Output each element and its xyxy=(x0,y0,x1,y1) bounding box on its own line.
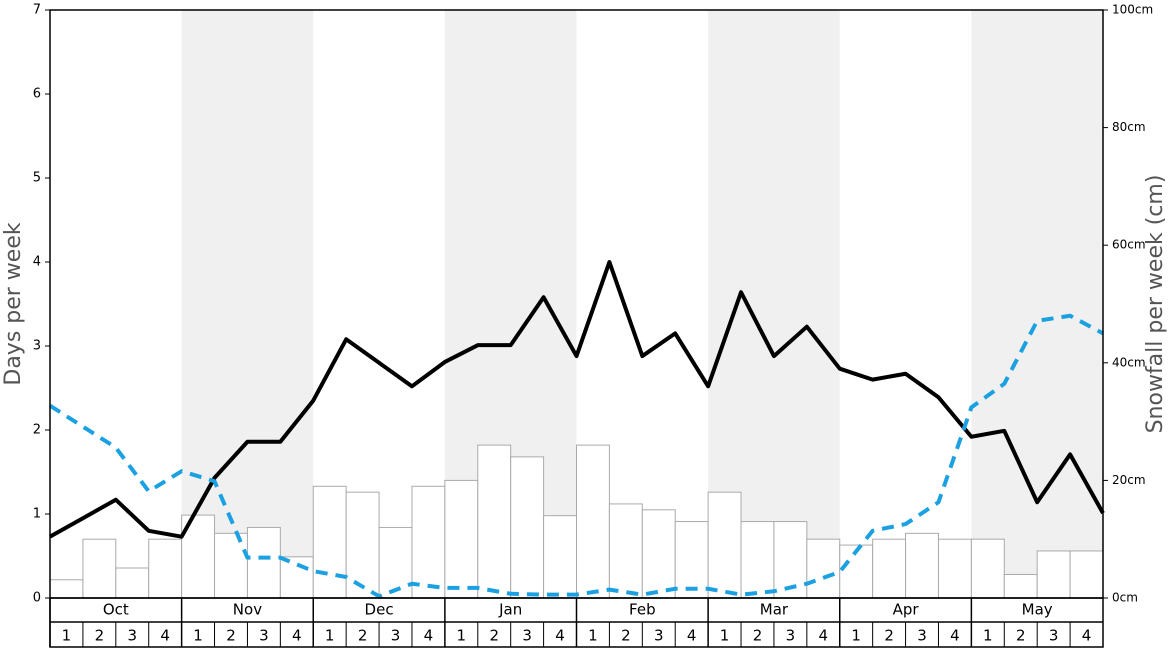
bar xyxy=(1003,573,1038,599)
y2-axis-label: Snowfall per week (cm) xyxy=(1143,175,1168,434)
bar xyxy=(740,521,775,599)
week-label: 1 xyxy=(983,627,993,645)
bar xyxy=(641,509,676,599)
week-label: 2 xyxy=(1016,627,1026,645)
bar xyxy=(707,491,742,599)
week-label: 3 xyxy=(127,627,137,645)
bar xyxy=(1036,550,1071,599)
week-label: 2 xyxy=(226,627,236,645)
week-label: 4 xyxy=(292,627,302,645)
week-label: 3 xyxy=(1049,627,1059,645)
bar xyxy=(674,521,709,599)
bar xyxy=(937,538,972,599)
bar xyxy=(1069,550,1104,599)
line xyxy=(49,260,1105,539)
y2-tick-label: 0cm xyxy=(1112,591,1138,605)
week-label: 1 xyxy=(588,627,598,645)
week-label: 2 xyxy=(753,627,763,645)
bar xyxy=(312,485,347,599)
y-tick-label: 1 xyxy=(33,507,41,522)
bar xyxy=(49,579,84,599)
y2-tick-label: 60cm xyxy=(1112,238,1146,252)
bar xyxy=(82,538,117,599)
week-label: 4 xyxy=(424,627,434,645)
week-label: 4 xyxy=(1082,627,1092,645)
month-band xyxy=(181,10,314,598)
week-label: 2 xyxy=(884,627,894,645)
bar xyxy=(378,526,413,599)
week-label: 3 xyxy=(259,627,269,645)
week-label: 3 xyxy=(654,627,664,645)
month-label: Nov xyxy=(233,601,262,619)
week-label: 1 xyxy=(193,627,203,645)
week-label: 1 xyxy=(62,627,72,645)
bar xyxy=(510,456,545,599)
y-tick-label: 5 xyxy=(33,171,41,186)
y-axis-label: Days per week xyxy=(1,222,26,385)
month-label: Mar xyxy=(760,601,789,619)
bar xyxy=(576,444,610,599)
week-label: 3 xyxy=(917,627,927,645)
week-label: 4 xyxy=(950,627,960,645)
bar xyxy=(279,556,314,599)
line xyxy=(48,313,1104,599)
y2-tick-label: 80cm xyxy=(1112,120,1146,134)
bar xyxy=(148,538,183,599)
week-label: 3 xyxy=(786,627,796,645)
week-label: 4 xyxy=(687,627,697,645)
month-band xyxy=(971,10,1103,598)
week-label: 1 xyxy=(457,627,467,645)
month-label: May xyxy=(1022,601,1053,619)
y-tick-label: 3 xyxy=(33,339,41,354)
bar xyxy=(970,538,1005,599)
y-tick-label: 6 xyxy=(33,87,41,102)
bar xyxy=(444,479,479,599)
bar xyxy=(214,532,248,599)
week-label: 1 xyxy=(325,627,335,645)
month-label: Dec xyxy=(365,601,394,619)
week-label: 3 xyxy=(391,627,401,645)
bar xyxy=(872,538,907,599)
y-tick-label: 4 xyxy=(33,255,41,270)
bar xyxy=(411,485,446,599)
y-tick-label: 2 xyxy=(33,423,41,438)
y-tick-label: 7 xyxy=(33,3,41,18)
month-label: Oct xyxy=(103,601,129,619)
week-label: 2 xyxy=(489,627,499,645)
week-label: 2 xyxy=(358,627,368,645)
bar xyxy=(115,567,150,599)
week-label: 2 xyxy=(621,627,631,645)
week-label: 1 xyxy=(720,627,730,645)
month-label: Feb xyxy=(629,601,656,619)
bar xyxy=(608,503,643,599)
y2-tick-label: 40cm xyxy=(1112,355,1146,369)
week-label: 1 xyxy=(851,627,861,645)
bar xyxy=(477,444,512,599)
y2-tick-label: 100cm xyxy=(1112,3,1153,17)
bar xyxy=(246,526,281,599)
week-label: 4 xyxy=(160,627,170,645)
bar xyxy=(905,532,939,599)
bar xyxy=(806,538,841,599)
month-label: Apr xyxy=(893,601,920,619)
week-label: 3 xyxy=(522,627,532,645)
bar xyxy=(543,515,577,599)
week-label: 4 xyxy=(555,627,565,645)
y-tick-label: 0 xyxy=(33,591,41,606)
month-label: Jan xyxy=(498,601,522,619)
week-label: 4 xyxy=(819,627,829,645)
week-label: 2 xyxy=(95,627,105,645)
y2-tick-label: 20cm xyxy=(1112,473,1146,487)
bar xyxy=(345,491,380,599)
